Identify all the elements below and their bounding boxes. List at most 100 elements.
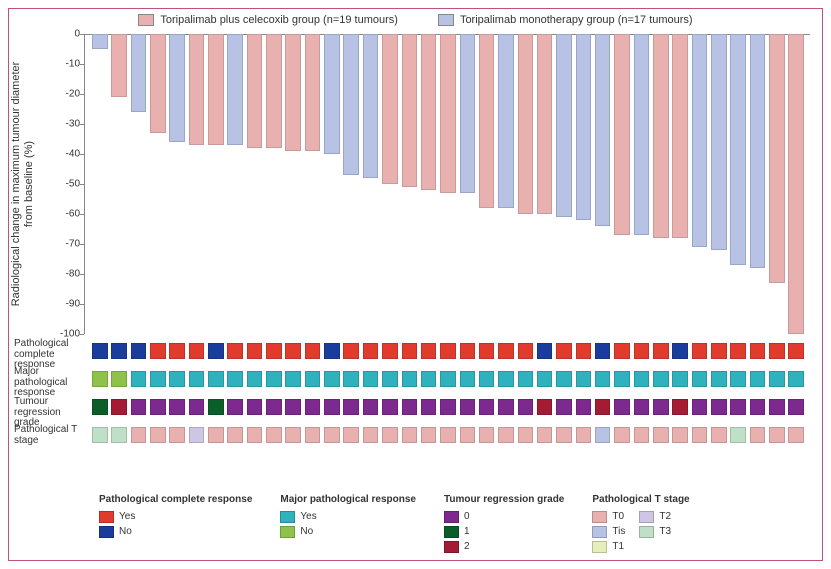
- track-tile-pcr: [247, 343, 263, 359]
- track-tile-trg: [614, 399, 630, 415]
- track-tile-trg: [556, 399, 572, 415]
- track-tile-tstage: [189, 427, 205, 443]
- waterfall-bar: [169, 34, 185, 142]
- waterfall-bar: [266, 34, 282, 148]
- track-tile-tstage: [692, 427, 708, 443]
- track-tile-pcr: [537, 343, 553, 359]
- y-tick-label: -50: [50, 179, 80, 190]
- waterfall-bar: [750, 34, 766, 268]
- y-axis-title-line2: from baseline (%): [23, 141, 35, 227]
- track-tile-tstage: [460, 427, 476, 443]
- track-tile-trg: [750, 399, 766, 415]
- track-tile-mpr: [343, 371, 359, 387]
- bottom-legend-item: No: [99, 524, 252, 539]
- track-tile-mpr: [750, 371, 766, 387]
- track-tile-mpr: [556, 371, 572, 387]
- y-axis-title: Radiological change in maximum tumour di…: [10, 34, 36, 334]
- legend-label-celecoxib: Toripalimab plus celecoxib group (n=19 t…: [160, 14, 398, 26]
- track-tile-pcr: [440, 343, 456, 359]
- track-tile-tstage: [343, 427, 359, 443]
- waterfall-bar: [343, 34, 359, 175]
- track-tile-mpr: [266, 371, 282, 387]
- track-tile-pcr: [92, 343, 108, 359]
- track-tile-trg: [363, 399, 379, 415]
- bottom-legend-label: T3: [659, 524, 671, 539]
- legend-item-celecoxib: Toripalimab plus celecoxib group (n=19 t…: [138, 14, 398, 26]
- track-tile-pcr: [614, 343, 630, 359]
- legend-swatch-mono: [438, 14, 454, 26]
- track-tile-mpr: [131, 371, 147, 387]
- track-tile-pcr: [479, 343, 495, 359]
- bottom-legend-label: T2: [659, 509, 671, 524]
- track-tile-mpr: [324, 371, 340, 387]
- y-tick-label: -20: [50, 89, 80, 100]
- legend-swatch: [592, 526, 607, 538]
- track-tile-trg: [131, 399, 147, 415]
- track-tile-pcr: [421, 343, 437, 359]
- track-tile-trg: [208, 399, 224, 415]
- track-tile-pcr: [672, 343, 688, 359]
- bottom-legend-label: T1: [612, 539, 624, 554]
- track-tile-mpr: [479, 371, 495, 387]
- track-tile-mpr: [402, 371, 418, 387]
- legend-swatch: [592, 511, 607, 523]
- track-tile-mpr: [614, 371, 630, 387]
- track-tile-pcr: [227, 343, 243, 359]
- y-tick-label: -30: [50, 119, 80, 130]
- bottom-legend-label: No: [119, 524, 132, 539]
- chart-area: 0-10-20-30-40-50-60-70-80-90-100: [84, 34, 810, 334]
- bottom-legend-item: Yes: [99, 509, 252, 524]
- track-tile-tstage: [421, 427, 437, 443]
- waterfall-bar: [285, 34, 301, 151]
- track-tile-tstage: [440, 427, 456, 443]
- track-tile-tstage: [402, 427, 418, 443]
- waterfall-bar: [614, 34, 630, 235]
- track-tile-trg: [440, 399, 456, 415]
- track-tile-tstage: [788, 427, 804, 443]
- bottom-legend-col-tstage: Pathological T stageT0TisT1T2T3: [592, 492, 689, 554]
- track-tile-tstage: [614, 427, 630, 443]
- bottom-legend-item: 2: [444, 539, 564, 554]
- waterfall-bar: [634, 34, 650, 235]
- track-tile-mpr: [595, 371, 611, 387]
- track-tile-trg: [730, 399, 746, 415]
- track-tile-trg: [402, 399, 418, 415]
- track-tile-mpr: [189, 371, 205, 387]
- waterfall-bar: [324, 34, 340, 154]
- waterfall-bar: [460, 34, 476, 193]
- legend-swatch: [639, 526, 654, 538]
- waterfall-bar: [363, 34, 379, 178]
- track-tile-trg: [692, 399, 708, 415]
- legend-swatch: [444, 511, 459, 523]
- waterfall-bar: [692, 34, 708, 247]
- bottom-legend-col-pcr: Pathological complete responseYesNo: [99, 492, 252, 554]
- track-tile-mpr: [208, 371, 224, 387]
- bottom-legend-title: Tumour regression grade: [444, 492, 564, 507]
- track-tile-tstage: [92, 427, 108, 443]
- track-tile-pcr: [131, 343, 147, 359]
- legend-swatch: [99, 526, 114, 538]
- track-tile-tstage: [498, 427, 514, 443]
- waterfall-bar: [382, 34, 398, 184]
- track-tile-pcr: [363, 343, 379, 359]
- track-tile-tstage: [227, 427, 243, 443]
- waterfall-bar: [421, 34, 437, 190]
- legend-item-mono: Toripalimab monotherapy group (n=17 tumo…: [438, 14, 693, 26]
- y-tick-label: 0: [50, 29, 80, 40]
- track-tile-pcr: [769, 343, 785, 359]
- track-tile-tstage: [556, 427, 572, 443]
- track-tile-trg: [788, 399, 804, 415]
- waterfall-bar: [556, 34, 572, 217]
- waterfall-bar: [595, 34, 611, 226]
- track-tile-tstage: [208, 427, 224, 443]
- track-tile-pcr: [305, 343, 321, 359]
- y-tick-label: -60: [50, 209, 80, 220]
- track-tile-trg: [150, 399, 166, 415]
- track-tile-mpr: [363, 371, 379, 387]
- track-tile-pcr: [692, 343, 708, 359]
- legend-swatch: [444, 541, 459, 553]
- track-tile-tstage: [711, 427, 727, 443]
- bottom-legend-label: Yes: [119, 509, 135, 524]
- track-tile-tstage: [305, 427, 321, 443]
- legend-label-mono: Toripalimab monotherapy group (n=17 tumo…: [460, 14, 693, 26]
